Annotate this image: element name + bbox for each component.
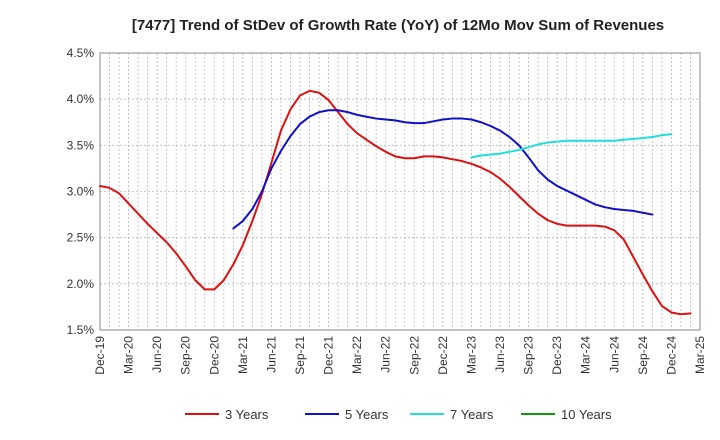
legend-label: 5 Years	[345, 407, 389, 422]
series-lines	[99, 89, 692, 316]
plot-frame	[99, 52, 701, 331]
x-tick-label: Dec-24	[664, 336, 678, 375]
x-tick-label: Mar-20	[122, 336, 136, 374]
y-axis-ticks: 1.5% 2.0% 2.5% 3.0% 3.5% 4.0% 4.5%	[67, 46, 95, 337]
y-tick-label: 2.0%	[67, 277, 95, 291]
series-line-3-years	[99, 89, 692, 316]
y-tick-label: 3.5%	[67, 138, 95, 152]
x-tick-label: Dec-23	[550, 336, 564, 375]
x-tick-label: Sep-20	[179, 336, 193, 375]
grid	[100, 53, 700, 330]
x-tick-label: Sep-21	[293, 336, 307, 375]
x-tick-label: Sep-22	[407, 336, 421, 375]
x-tick-label: Sep-23	[522, 336, 536, 375]
series-line-5-years	[232, 109, 654, 230]
axes	[99, 52, 701, 331]
x-tick-label: Jun-23	[493, 336, 507, 373]
legend-label: 7 Years	[450, 407, 494, 422]
x-tick-label: Jun-21	[264, 336, 278, 373]
y-tick-label: 1.5%	[67, 323, 95, 337]
x-tick-label: Mar-24	[579, 336, 593, 374]
x-tick-label: Dec-22	[436, 336, 450, 375]
chart-title: [7477] Trend of StDev of Growth Rate (Yo…	[132, 17, 664, 34]
x-tick-label: Jun-24	[607, 336, 621, 373]
x-tick-label: Mar-21	[236, 336, 250, 374]
series-line-7-years	[470, 133, 673, 159]
x-tick-label: Mar-23	[464, 336, 478, 374]
x-tick-label: Jun-22	[379, 336, 393, 373]
x-tick-label: Dec-19	[93, 336, 107, 375]
x-tick-label: Dec-20	[207, 336, 221, 375]
y-tick-label: 4.5%	[67, 46, 95, 60]
x-axis-ticks: Dec-19 Mar-20 Jun-20 Sep-20 Dec-20 Mar-21 Jun-…	[93, 336, 707, 375]
y-tick-label: 3.0%	[67, 185, 95, 199]
x-tick-label: Sep-24	[636, 336, 650, 375]
legend: 3 Years 5 Years 7 Years 10 Years	[185, 407, 612, 422]
x-tick-label: Jun-20	[150, 336, 164, 373]
y-tick-label: 4.0%	[67, 92, 95, 106]
y-tick-label: 2.5%	[67, 231, 95, 245]
legend-label: 3 Years	[225, 407, 269, 422]
x-tick-label: Mar-22	[350, 336, 364, 374]
x-tick-label: Mar-25	[693, 336, 707, 374]
x-tick-label: Dec-21	[322, 336, 336, 375]
legend-label: 10 Years	[561, 407, 612, 422]
